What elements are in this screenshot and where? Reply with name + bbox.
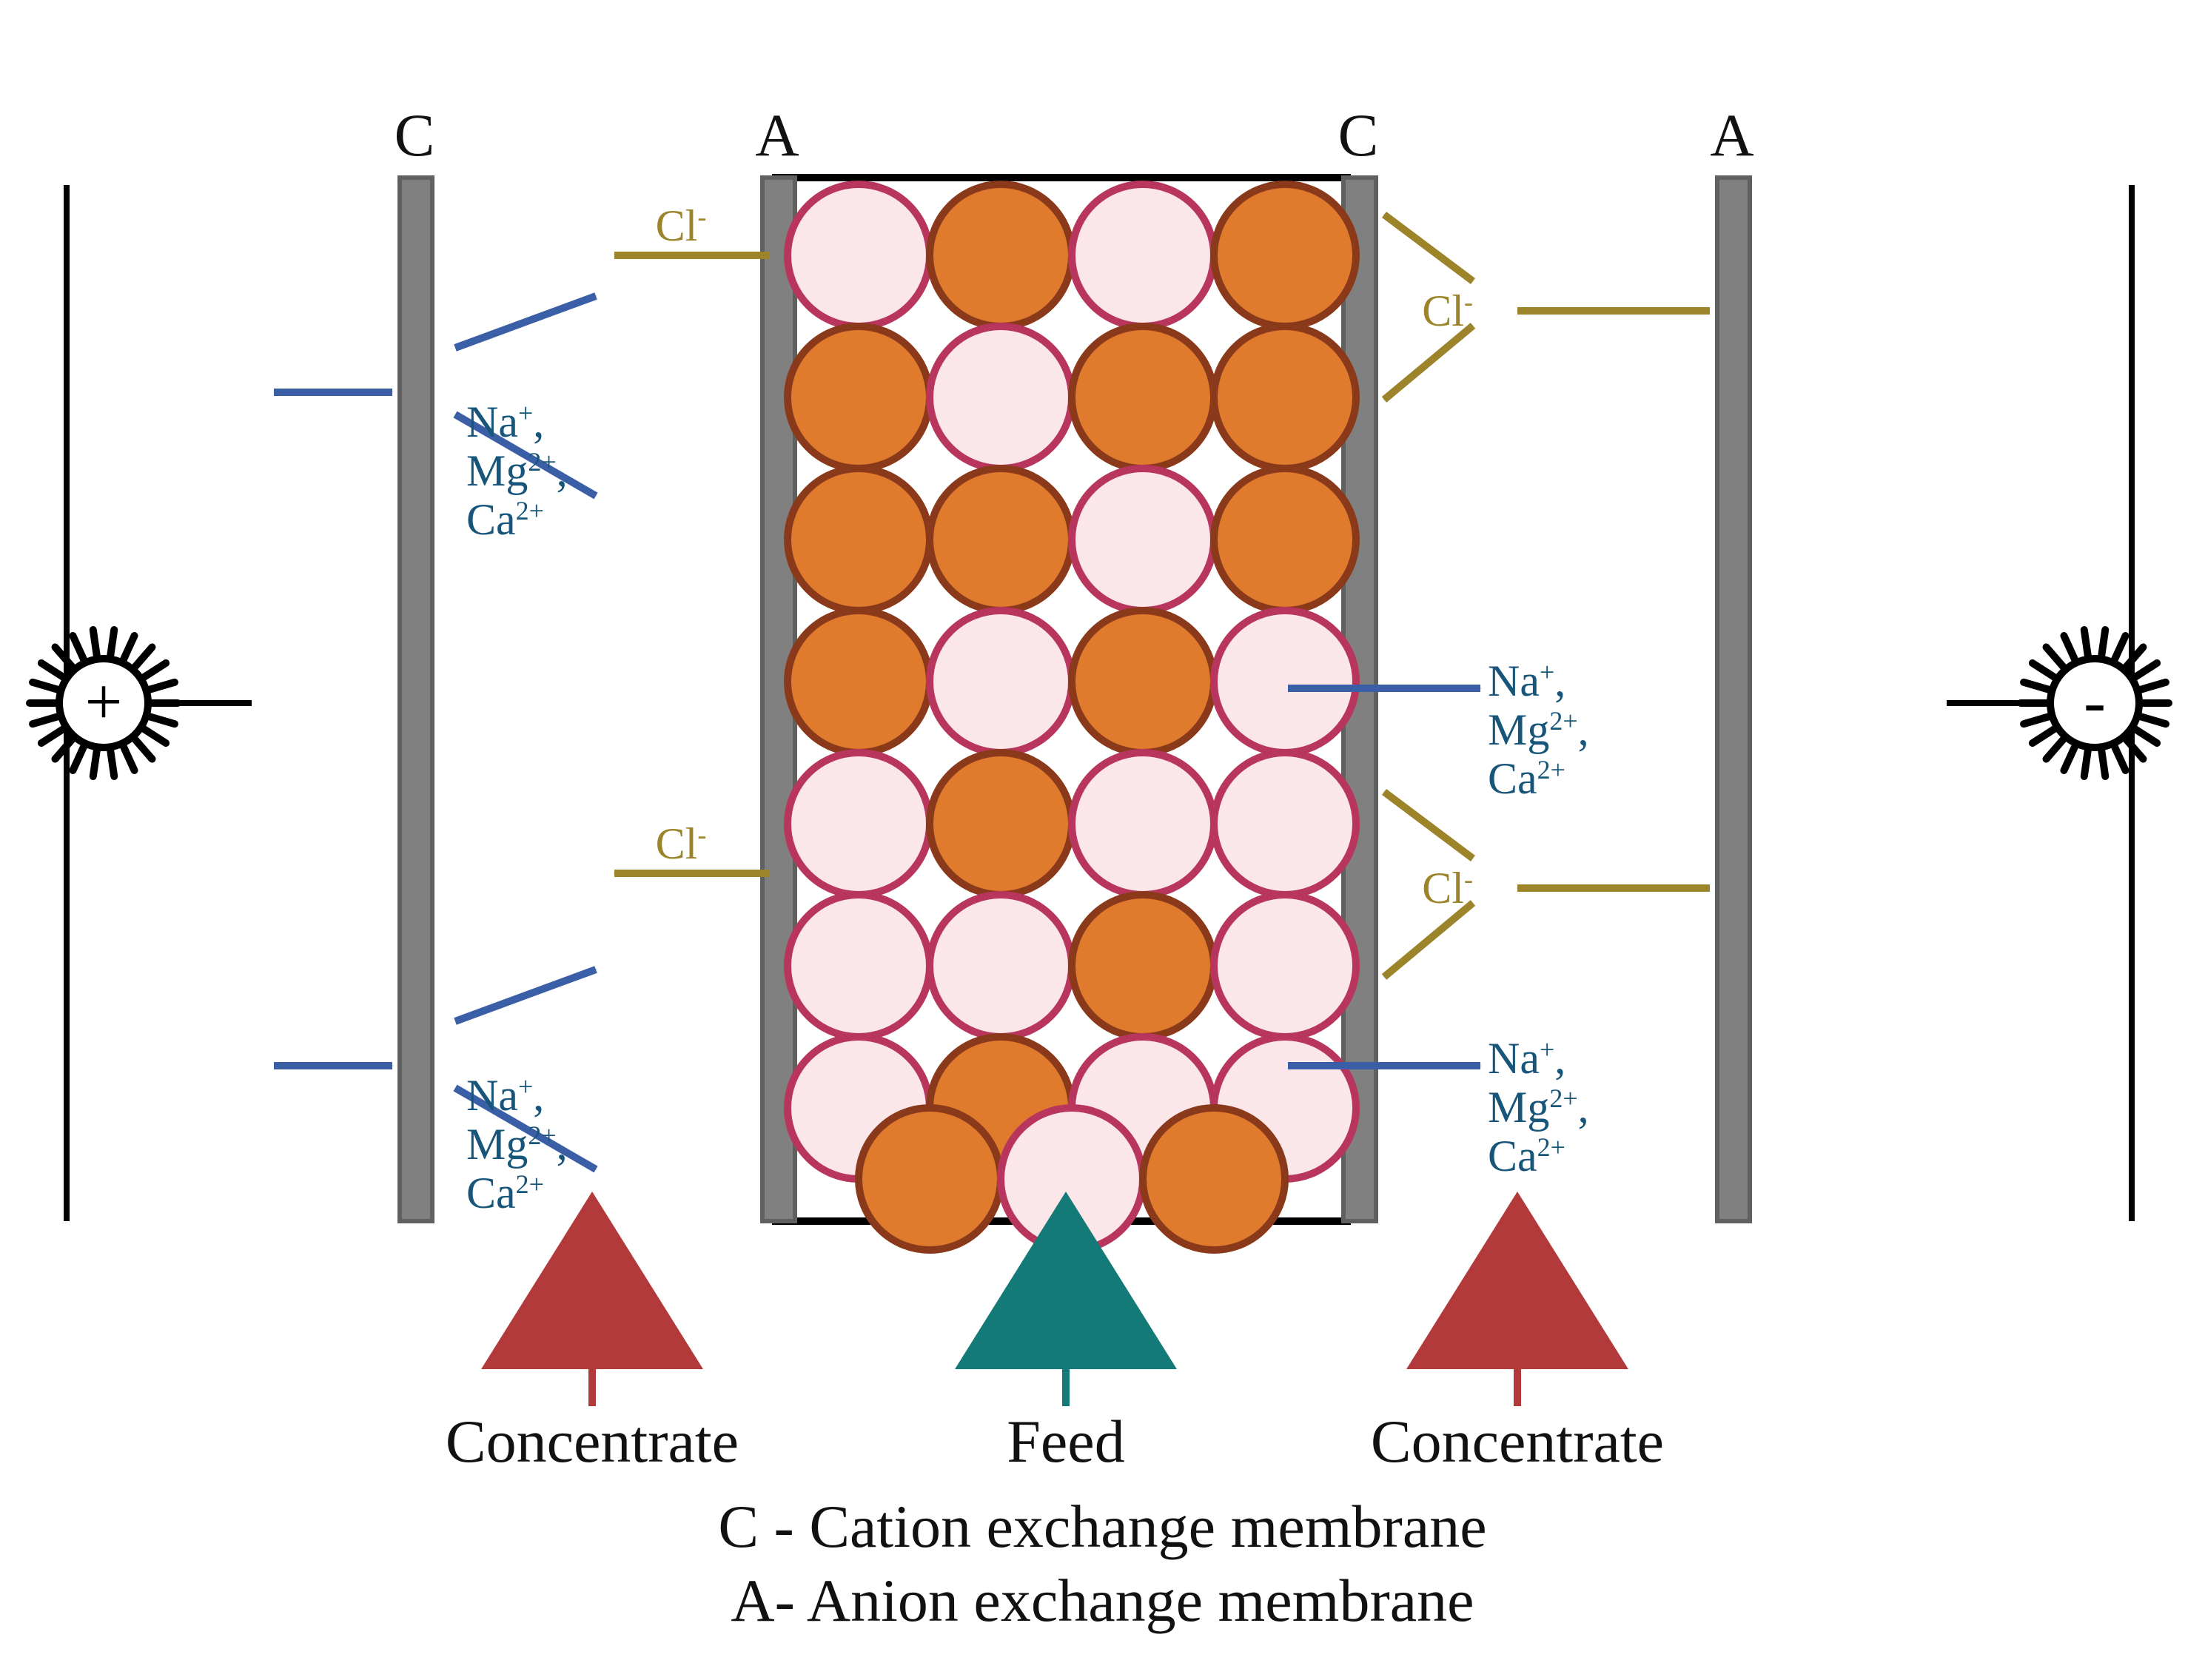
bead-pink xyxy=(1214,895,1356,1037)
svg-text:Na+,: Na+, xyxy=(1488,656,1565,705)
bead-pink xyxy=(1214,753,1356,895)
bead-pink xyxy=(1072,753,1214,895)
bead-pink xyxy=(788,753,930,895)
membrane-label-A1: A xyxy=(755,101,799,169)
bead-orange xyxy=(788,611,930,753)
legend-a: A- Anion exchange membrane xyxy=(731,1567,1474,1634)
membrane-label-C2: C xyxy=(1338,101,1379,169)
anion-label-left: Cl- xyxy=(656,819,707,868)
cation-reject-arrow xyxy=(455,296,596,348)
bead-orange xyxy=(1214,468,1356,611)
svg-text:Mg2+,: Mg2+, xyxy=(1488,705,1589,754)
cation-label-right: Na+,Mg2+,Ca2+ xyxy=(1488,656,1589,803)
cation-label-left: Na+,Mg2+,Ca2+ xyxy=(466,1071,568,1217)
bead-orange xyxy=(788,468,930,611)
flow-label-feed: Feed xyxy=(1007,1408,1124,1475)
svg-text:Mg2+,: Mg2+, xyxy=(1488,1083,1589,1132)
bead-pink xyxy=(930,895,1072,1037)
bead-orange xyxy=(1214,326,1356,468)
anion-reject-arrow xyxy=(1384,215,1473,281)
membrane-C1 xyxy=(400,178,432,1221)
bead-orange xyxy=(930,753,1072,895)
membrane-label-C1: C xyxy=(395,101,435,169)
svg-text:Ca2+: Ca2+ xyxy=(1488,1132,1565,1180)
bead-pink xyxy=(1214,611,1356,753)
svg-text:Ca2+: Ca2+ xyxy=(466,495,544,544)
anion-label-left: Cl- xyxy=(656,201,707,250)
bead-pink xyxy=(1072,184,1214,326)
bead-orange xyxy=(788,326,930,468)
bead-pink xyxy=(930,326,1072,468)
bead-orange xyxy=(1214,184,1356,326)
diagram-svg: + - C A C A Concentrate Feed Concentrate C - Cati… xyxy=(0,0,2205,1680)
cation-label-right: Na+,Mg2+,Ca2+ xyxy=(1488,1034,1589,1180)
bead-pink xyxy=(1072,468,1214,611)
bead-orange xyxy=(859,1108,1001,1250)
svg-text:Mg2+,: Mg2+, xyxy=(466,446,568,495)
bead-pink xyxy=(788,895,930,1037)
svg-text:-: - xyxy=(2084,665,2106,739)
bead-pink xyxy=(930,611,1072,753)
bead-orange xyxy=(930,184,1072,326)
bead-orange xyxy=(1072,895,1214,1037)
bead-orange xyxy=(1072,326,1214,468)
bead-pink xyxy=(788,184,930,326)
svg-text:Ca2+: Ca2+ xyxy=(1488,754,1565,803)
membrane-A2 xyxy=(1717,178,1750,1221)
legend-c: C - Cation exchange membrane xyxy=(718,1493,1486,1560)
diagram-root: + - C A C A Concentrate Feed Concentrate C - Cati… xyxy=(0,0,2205,1680)
cation-reject-arrow xyxy=(455,970,596,1021)
svg-text:Na+,: Na+, xyxy=(1488,1034,1565,1083)
flow-label-concentrate: Concentrate xyxy=(446,1408,739,1475)
svg-text:Mg2+,: Mg2+, xyxy=(466,1120,568,1169)
anode-icon: + xyxy=(30,630,178,776)
bead-orange xyxy=(1072,611,1214,753)
bead-pink xyxy=(1001,1108,1143,1250)
svg-text:Na+,: Na+, xyxy=(466,1071,544,1120)
bead-orange xyxy=(930,468,1072,611)
flow-label-concentrate: Concentrate xyxy=(1371,1408,1664,1475)
svg-text:Na+,: Na+, xyxy=(466,397,544,446)
membrane-label-A2: A xyxy=(1710,101,1753,169)
bead-orange xyxy=(1143,1108,1285,1250)
svg-text:+: + xyxy=(85,665,123,739)
cathode-icon: - xyxy=(2021,630,2169,776)
anion-reject-arrow xyxy=(1384,326,1473,400)
anion-reject-arrow xyxy=(1384,792,1473,859)
cation-label-left: Na+,Mg2+,Ca2+ xyxy=(466,397,568,544)
svg-text:Ca2+: Ca2+ xyxy=(466,1169,544,1217)
anion-reject-arrow xyxy=(1384,903,1473,977)
